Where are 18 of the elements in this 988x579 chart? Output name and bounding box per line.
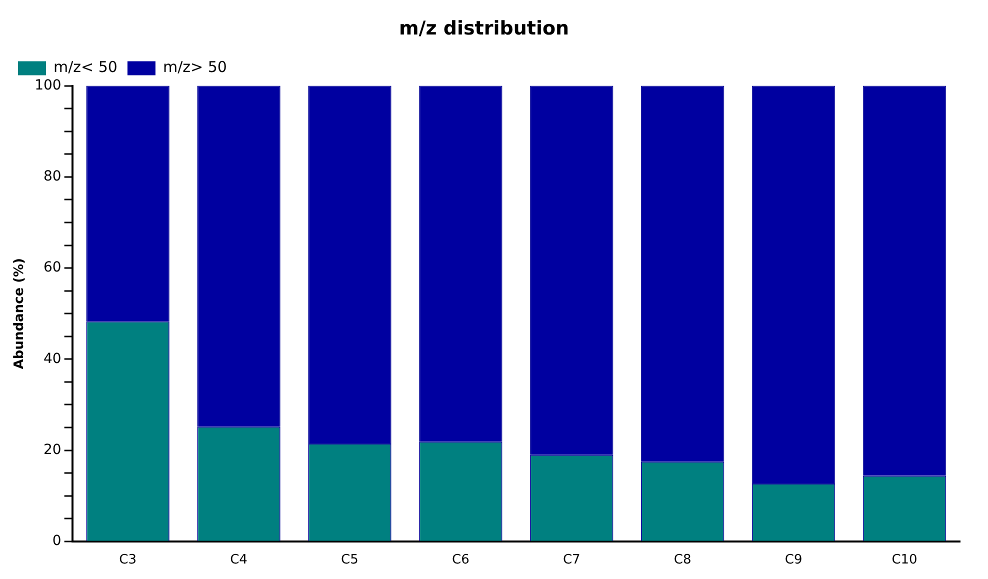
legend-label: m/z> 50 [162,58,227,76]
x-tick-label: C10 [892,552,918,568]
x-tick-label: C7 [562,552,580,568]
x-tick-label: C4 [230,552,248,568]
x-tick-label: C5 [341,552,358,568]
chart-title: m/z distribution [398,17,570,40]
y-tick-label: 20 [43,442,62,458]
y-tick-label: 100 [34,77,62,94]
y-tick-label: 40 [43,350,62,367]
x-tick-label: C9 [784,552,802,568]
y-tick-label: 60 [43,260,62,276]
y-tick-label: 0 [52,533,62,550]
y-axis-title: Abundance (%) [12,258,28,370]
y-tick-label: 80 [43,168,62,185]
x-tick-label: C8 [674,552,692,568]
x-tick-label: C3 [119,552,136,568]
x-tick-label: C6 [452,552,470,568]
legend-label: m/z< 50 [54,58,118,76]
